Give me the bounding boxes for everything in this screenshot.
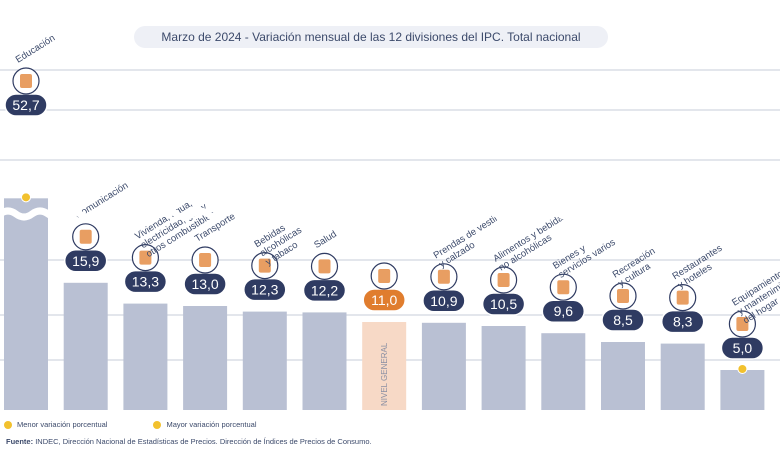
bar (63, 282, 108, 410)
bar (541, 333, 586, 410)
food-plate-icon-glyph (497, 273, 510, 287)
smartphone-icon-glyph (79, 229, 92, 244)
min-marker (737, 364, 748, 374)
bar (720, 370, 765, 410)
category-label: Bienes yservicios varios (551, 228, 618, 281)
bar (362, 322, 407, 410)
category-label: Salud (312, 229, 338, 251)
bottles-icon (251, 252, 279, 280)
medical-cross-icon (310, 252, 339, 280)
legend-max-label: Mayor variación porcentual (166, 420, 257, 429)
value-label: 13,0 (191, 276, 218, 292)
value-label: 15,9 (72, 253, 99, 269)
legend-min-label: Menor variación porcentual (17, 420, 108, 429)
axis-break (0, 207, 780, 221)
beach-umbrella-icon-glyph (617, 289, 629, 303)
category-label: Restaurantesy hoteles (670, 243, 730, 291)
medical-cross-icon-glyph (318, 259, 331, 274)
market-basket-icon-glyph (378, 269, 391, 283)
calculator-icon (12, 67, 40, 95)
max-marker-icon (153, 420, 162, 429)
chart-title: Marzo de 2024 - Variación mensual de las… (134, 26, 608, 48)
value-label: 8,5 (613, 312, 633, 328)
max-marker (21, 192, 31, 203)
value-label: 52,7 (12, 97, 39, 113)
house-utilities-icon-glyph (139, 250, 152, 265)
bar (601, 342, 645, 410)
smartphone-icon (72, 223, 100, 251)
personal-care-icon-glyph (557, 280, 570, 295)
value-label: 13,3 (132, 274, 159, 290)
value-label: 10,9 (430, 293, 457, 309)
source-text: INDEC, Dirección Nacional de Estadística… (35, 437, 372, 446)
value-label: 8,3 (673, 314, 693, 330)
washing-machine-icon-glyph (736, 317, 749, 331)
cutlery-icon (669, 284, 697, 312)
beach-umbrella-icon (609, 282, 637, 310)
value-label: 5,0 (733, 340, 753, 356)
bar (123, 303, 168, 410)
bar (242, 311, 287, 410)
tshirt-icon (430, 263, 458, 291)
category-label: Recreacióny cultura (611, 246, 663, 290)
category-label: Educación (14, 33, 57, 66)
washing-machine-icon (728, 310, 757, 338)
legend-max: Mayor variación porcentual (153, 420, 257, 429)
source-prefix: Fuente: (6, 437, 34, 446)
value-label: 11,0 (371, 292, 397, 308)
value-label: 9,6 (554, 303, 574, 319)
calculator-icon-glyph (20, 74, 32, 88)
bar (183, 306, 228, 410)
value-label: 12,2 (311, 282, 338, 298)
market-basket-icon (370, 262, 398, 290)
tshirt-icon-glyph (437, 269, 450, 284)
personal-care-icon (549, 273, 577, 301)
source-note: Fuente: INDEC, Dirección Nacional de Est… (6, 437, 372, 446)
cutlery-icon-glyph (676, 290, 689, 305)
category-label-line: Salud (312, 229, 338, 251)
house-utilities-icon (131, 244, 159, 272)
value-label: 10,5 (490, 296, 517, 312)
min-marker-icon (4, 420, 12, 429)
bar (660, 343, 705, 410)
legend: Menor variación porcentual Mayor variaci… (4, 420, 257, 429)
bottles-icon-glyph (258, 258, 271, 273)
bar (302, 312, 347, 410)
food-plate-icon (490, 266, 518, 294)
nivel-general-bar-label: NIVEL GENERAL (380, 342, 389, 406)
category-label-line: Educación (14, 33, 57, 66)
bar (481, 326, 526, 410)
car-icon-glyph (199, 253, 212, 267)
bar (421, 322, 466, 410)
bar (4, 198, 48, 410)
value-label: 12,3 (251, 282, 278, 298)
legend-min: Menor variación porcentual (4, 420, 107, 429)
car-icon (191, 246, 219, 274)
